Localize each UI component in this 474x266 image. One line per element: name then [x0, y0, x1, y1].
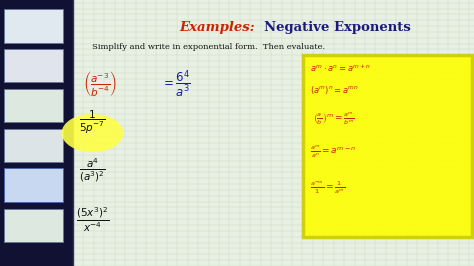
- FancyBboxPatch shape: [303, 55, 472, 237]
- Text: $\frac{a^{-m}}{1} = \frac{1}{a^m}$: $\frac{a^{-m}}{1} = \frac{1}{a^m}$: [310, 179, 346, 196]
- Text: $a^m \cdot a^n = a^{m+n}$: $a^m \cdot a^n = a^{m+n}$: [310, 62, 372, 74]
- Bar: [4, 168, 63, 202]
- Ellipse shape: [62, 114, 123, 152]
- Bar: [0, 0, 73, 266]
- Bar: [4, 129, 63, 162]
- Text: $(a^m)^n = a^{mn}$: $(a^m)^n = a^{mn}$: [310, 84, 359, 97]
- Text: $\dfrac{(5x^3)^2}{x^{-4}}$: $\dfrac{(5x^3)^2}{x^{-4}}$: [76, 205, 109, 234]
- Text: Examples:: Examples:: [179, 22, 259, 34]
- Text: $= \dfrac{6^{4}}{a^3}$: $= \dfrac{6^{4}}{a^3}$: [161, 68, 191, 99]
- Text: $\dfrac{1}{5p^{-7}}$: $\dfrac{1}{5p^{-7}}$: [79, 109, 106, 136]
- Bar: [4, 209, 63, 242]
- Text: Negative Exponents: Negative Exponents: [264, 22, 411, 34]
- Text: $\dfrac{a^{4}}{(a^3)^2}$: $\dfrac{a^{4}}{(a^3)^2}$: [79, 156, 106, 184]
- Bar: [4, 49, 63, 82]
- Text: $\frac{a^m}{a^n} = a^{m-n}$: $\frac{a^m}{a^n} = a^{m-n}$: [310, 143, 356, 160]
- Bar: [4, 89, 63, 122]
- Text: $\left(\frac{a}{b}\right)^m = \frac{a^m}{b^m}$: $\left(\frac{a}{b}\right)^m = \frac{a^m}…: [313, 110, 355, 127]
- Text: $\left(\dfrac{a^{-3}}{b^{-4}}\right)$: $\left(\dfrac{a^{-3}}{b^{-4}}\right)$: [83, 69, 117, 98]
- Bar: [4, 9, 63, 43]
- Text: Simplify and write in exponential form.  Then evaluate.: Simplify and write in exponential form. …: [92, 43, 326, 51]
